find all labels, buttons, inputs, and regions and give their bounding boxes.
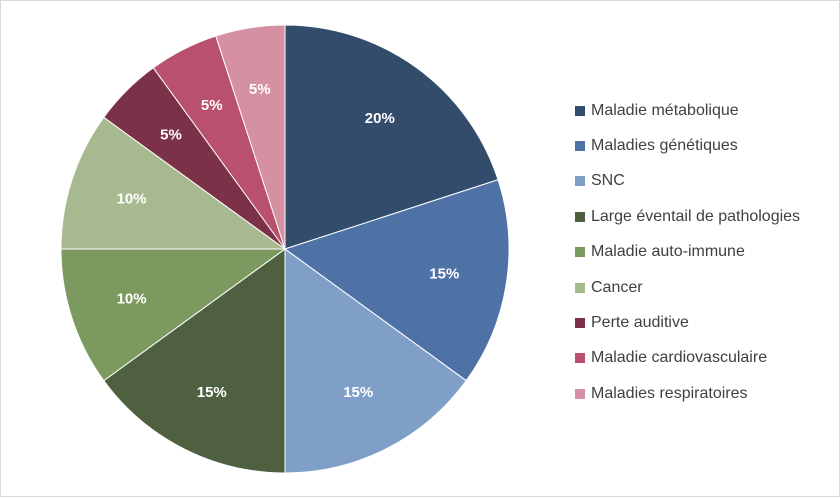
legend-swatch-1	[575, 141, 585, 152]
legend-swatch-0	[575, 105, 585, 116]
pie-slice-0	[284, 24, 499, 250]
legend-label-7: Maladie cardiovasculaire	[591, 349, 768, 367]
slice-data-label-3: 15%	[197, 384, 227, 401]
slice-data-label-4: 10%	[117, 290, 147, 307]
slice-data-label-6: 5%	[160, 126, 182, 143]
legend-swatch-8	[575, 388, 585, 399]
legend-item-3: Large éventail de pathologies	[575, 199, 800, 234]
legend-item-8: Maladies respiratoires	[575, 376, 800, 411]
legend-swatch-6	[575, 318, 585, 329]
pie-slice-8	[215, 24, 286, 250]
legend-item-1: Maladies génétiques	[575, 128, 800, 163]
legend-item-0: Maladie métabolique	[575, 93, 800, 128]
pie-slice-5	[60, 116, 287, 250]
slice-data-label-5: 10%	[117, 191, 147, 208]
pie-slice-1	[283, 179, 510, 382]
legend-label-4: Maladie auto-immune	[591, 243, 745, 261]
legend-item-7: Maladie cardiovasculaire	[575, 341, 800, 376]
legend-label-8: Maladies respiratoires	[591, 384, 748, 402]
slice-data-label-2: 15%	[343, 384, 373, 401]
legend-label-0: Maladie métabolique	[591, 101, 739, 119]
legend-swatch-4	[575, 247, 585, 258]
pie-slice-2	[284, 248, 467, 474]
legend-label-3: Large éventail de pathologies	[591, 207, 801, 225]
legend-label-2: SNC	[591, 172, 625, 190]
legend-swatch-5	[575, 282, 585, 293]
legend-item-5: Cancer	[575, 270, 800, 305]
legend-swatch-7	[575, 353, 585, 364]
legend-swatch-3	[575, 211, 585, 222]
legend-item-4: Maladie auto-immune	[575, 235, 800, 270]
slice-data-label-8: 5%	[249, 81, 271, 98]
legend-label-5: Cancer	[591, 278, 643, 296]
legend-label-6: Perte auditive	[591, 314, 689, 332]
legend-label-1: Maladies génétiques	[591, 137, 738, 155]
legend-swatch-2	[575, 176, 585, 187]
legend-item-2: SNC	[575, 164, 800, 199]
slice-data-label-1: 15%	[429, 266, 459, 283]
legend-item-6: Perte auditive	[575, 305, 800, 340]
slice-data-label-7: 5%	[201, 97, 223, 114]
legend: Maladie métabolique Maladies génétiques SN…	[575, 93, 800, 412]
pie-slice-4	[60, 248, 287, 382]
pie-slice-3	[103, 248, 286, 474]
slice-data-label-0: 20%	[365, 110, 395, 127]
